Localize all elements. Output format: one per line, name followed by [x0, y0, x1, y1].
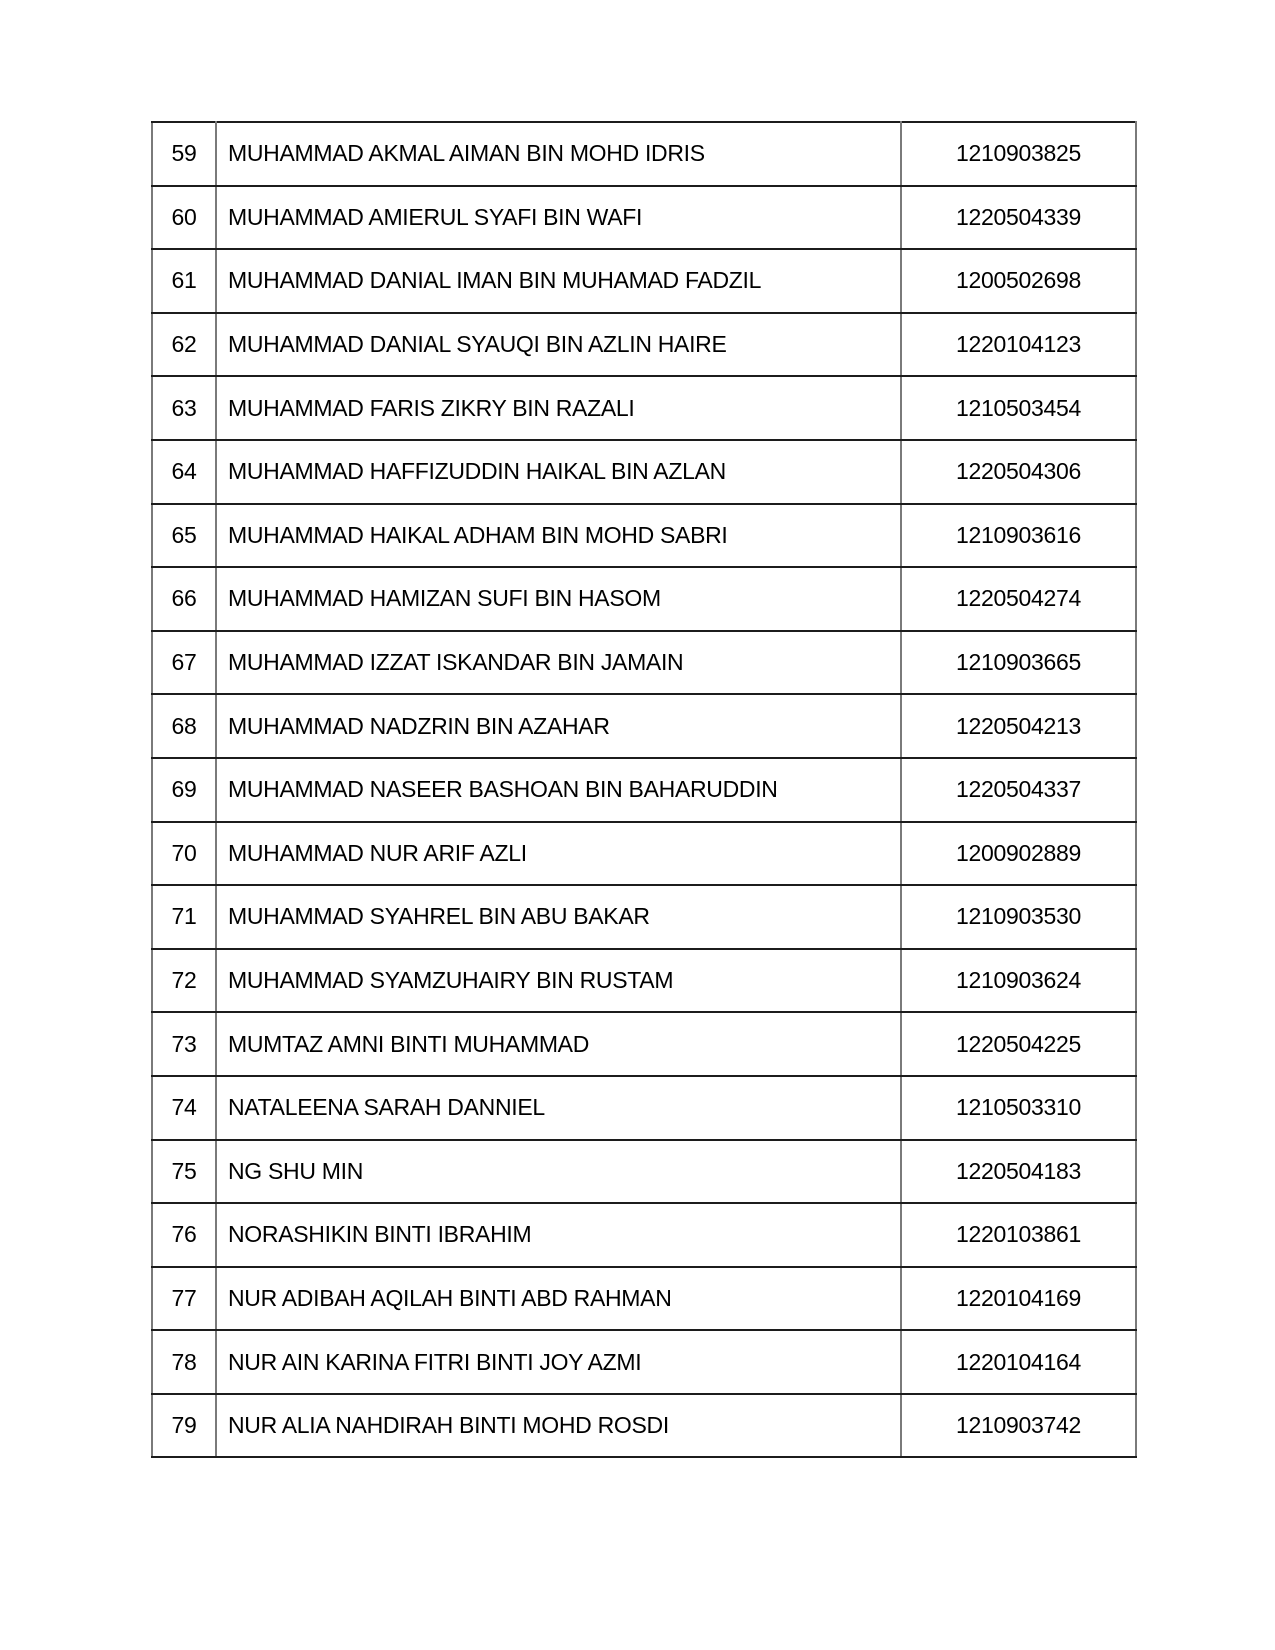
row-number-cell: 67 [151, 629, 217, 696]
student-id-cell: 1200902889 [900, 820, 1137, 887]
row-number-cell: 75 [151, 1138, 217, 1205]
student-id-cell: 1210503310 [900, 1074, 1137, 1141]
student-id-cell: 1220104164 [900, 1329, 1137, 1395]
row-number-cell: 77 [151, 1265, 217, 1332]
student-id-cell: 1220504213 [900, 693, 1137, 759]
student-table-body: 59 MUHAMMAD AKMAL AIMAN BIN MOHD IDRIS 121… [151, 121, 1137, 1459]
student-id-cell: 1220104123 [900, 311, 1137, 378]
row-number-cell: 61 [151, 248, 217, 314]
student-name-cell: MUHAMMAD HAIKAL ADHAM BIN MOHD SABRI [215, 502, 902, 569]
student-id-cell: 1220504183 [900, 1138, 1137, 1205]
row-number-cell: 73 [151, 1011, 217, 1077]
student-name-cell: MUHAMMAD DANIAL IMAN BIN MUHAMAD FADZIL [215, 248, 902, 314]
student-name-cell: MUHAMMAD DANIAL SYAUQI BIN AZLIN HAIRE [215, 311, 902, 378]
row-number-cell: 60 [151, 184, 217, 251]
student-id-cell: 1220504306 [900, 438, 1137, 505]
row-number-cell: 76 [151, 1202, 217, 1268]
row-number-cell: 62 [151, 311, 217, 378]
table-row: 72 MUHAMMAD SYAMZUHAIRY BIN RUSTAM 1210903… [151, 947, 1137, 1014]
table-row: 70 MUHAMMAD NUR ARIF AZLI 1200902889 [151, 820, 1137, 887]
student-id-cell: 1220504337 [900, 756, 1137, 823]
student-id-cell: 1220104169 [900, 1265, 1137, 1332]
student-name-cell: NUR ADIBAH AQILAH BINTI ABD RAHMAN [215, 1265, 902, 1332]
student-name-cell: MUHAMMAD AKMAL AIMAN BIN MOHD IDRIS [215, 121, 902, 187]
student-name-cell: MUHAMMAD HAFFIZUDDIN HAIKAL BIN AZLAN [215, 438, 902, 505]
table-row: 78 NUR AIN KARINA FITRI BINTI JOY AZMI 122… [151, 1329, 1137, 1395]
student-id-cell: 1220504339 [900, 184, 1137, 251]
table-row: 75 NG SHU MIN 1220504183 [151, 1138, 1137, 1205]
table-row: 68 MUHAMMAD NADZRIN BIN AZAHAR 1220504213 [151, 693, 1137, 759]
table-row: 73 MUMTAZ AMNI BINTI MUHAMMAD 1220504225 [151, 1011, 1137, 1077]
student-name-cell: MUHAMMAD NUR ARIF AZLI [215, 820, 902, 887]
student-name-cell: NUR ALIA NAHDIRAH BINTI MOHD ROSDI [215, 1392, 902, 1459]
table-row: 67 MUHAMMAD IZZAT ISKANDAR BIN JAMAIN 1210… [151, 629, 1137, 696]
row-number-cell: 64 [151, 438, 217, 505]
student-name-cell: MUMTAZ AMNI BINTI MUHAMMAD [215, 1011, 902, 1077]
row-number-cell: 59 [151, 121, 217, 187]
student-name-cell: NG SHU MIN [215, 1138, 902, 1205]
table-row: 64 MUHAMMAD HAFFIZUDDIN HAIKAL BIN AZLAN 1… [151, 438, 1137, 505]
row-number-cell: 68 [151, 693, 217, 759]
table-row: 76 NORASHIKIN BINTI IBRAHIM 1220103861 [151, 1202, 1137, 1268]
table-row: 69 MUHAMMAD NASEER BASHOAN BIN BAHARUDDIN… [151, 756, 1137, 823]
student-name-cell: MUHAMMAD NADZRIN BIN AZAHAR [215, 693, 902, 759]
student-id-cell: 1220504225 [900, 1011, 1137, 1077]
student-id-cell: 1210503454 [900, 375, 1137, 441]
table-row: 66 MUHAMMAD HAMIZAN SUFI BIN HASOM 1220504… [151, 566, 1137, 632]
student-id-cell: 1210903665 [900, 629, 1137, 696]
student-name-cell: MUHAMMAD IZZAT ISKANDAR BIN JAMAIN [215, 629, 902, 696]
student-name-cell: NORASHIKIN BINTI IBRAHIM [215, 1202, 902, 1268]
row-number-cell: 66 [151, 566, 217, 632]
row-number-cell: 79 [151, 1392, 217, 1459]
table-row: 65 MUHAMMAD HAIKAL ADHAM BIN MOHD SABRI 12… [151, 502, 1137, 569]
table-row: 63 MUHAMMAD FARIS ZIKRY BIN RAZALI 1210503… [151, 375, 1137, 441]
table-row: 71 MUHAMMAD SYAHREL BIN ABU BAKAR 12109035… [151, 884, 1137, 950]
student-id-cell: 1210903742 [900, 1392, 1137, 1459]
table-row: 79 NUR ALIA NAHDIRAH BINTI MOHD ROSDI 1210… [151, 1392, 1137, 1459]
row-number-cell: 74 [151, 1074, 217, 1141]
student-id-cell: 1210903624 [900, 947, 1137, 1014]
student-id-cell: 1220504274 [900, 566, 1137, 632]
student-id-cell: 1220103861 [900, 1202, 1137, 1268]
student-id-cell: 1210903616 [900, 502, 1137, 569]
student-name-cell: MUHAMMAD HAMIZAN SUFI BIN HASOM [215, 566, 902, 632]
row-number-cell: 69 [151, 756, 217, 823]
row-number-cell: 72 [151, 947, 217, 1014]
student-name-cell: MUHAMMAD NASEER BASHOAN BIN BAHARUDDIN [215, 756, 902, 823]
student-id-cell: 1210903825 [900, 121, 1137, 187]
row-number-cell: 65 [151, 502, 217, 569]
row-number-cell: 70 [151, 820, 217, 887]
student-name-cell: MUHAMMAD SYAHREL BIN ABU BAKAR [215, 884, 902, 950]
student-name-cell: MUHAMMAD FARIS ZIKRY BIN RAZALI [215, 375, 902, 441]
student-id-cell: 1210903530 [900, 884, 1137, 950]
student-name-cell: MUHAMMAD SYAMZUHAIRY BIN RUSTAM [215, 947, 902, 1014]
table-row: 74 NATALEENA SARAH DANNIEL 1210503310 [151, 1074, 1137, 1141]
student-name-cell: NUR AIN KARINA FITRI BINTI JOY AZMI [215, 1329, 902, 1395]
table-row: 77 NUR ADIBAH AQILAH BINTI ABD RAHMAN 1220… [151, 1265, 1137, 1332]
row-number-cell: 78 [151, 1329, 217, 1395]
student-name-cell: NATALEENA SARAH DANNIEL [215, 1074, 902, 1141]
row-number-cell: 63 [151, 375, 217, 441]
student-id-cell: 1200502698 [900, 248, 1137, 314]
student-name-cell: MUHAMMAD AMIERUL SYAFI BIN WAFI [215, 184, 902, 251]
table-row: 60 MUHAMMAD AMIERUL SYAFI BIN WAFI 1220504… [151, 184, 1137, 251]
table-row: 59 MUHAMMAD AKMAL AIMAN BIN MOHD IDRIS 121… [151, 121, 1137, 187]
student-list-table: 59 MUHAMMAD AKMAL AIMAN BIN MOHD IDRIS 121… [151, 121, 1137, 1459]
table-row: 61 MUHAMMAD DANIAL IMAN BIN MUHAMAD FADZI… [151, 248, 1137, 314]
row-number-cell: 71 [151, 884, 217, 950]
table-row: 62 MUHAMMAD DANIAL SYAUQI BIN AZLIN HAIRE… [151, 311, 1137, 378]
